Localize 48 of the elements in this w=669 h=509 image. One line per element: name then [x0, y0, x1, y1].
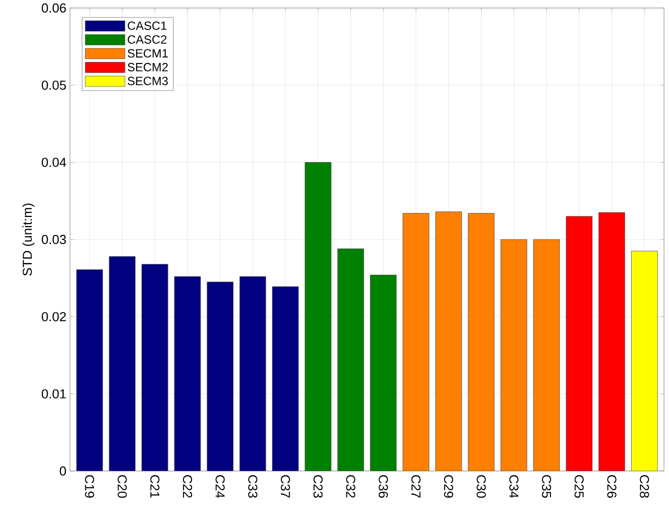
legend-label: CASC2 — [128, 35, 166, 44]
x-tick-label: C32 — [346, 475, 356, 498]
legend-label: SECM2 — [128, 62, 168, 72]
bar — [206, 282, 234, 471]
bar — [468, 213, 494, 471]
y-tick-label: 0.04 — [42, 158, 66, 167]
x-tick-label: C23 — [313, 475, 323, 498]
bar — [142, 264, 168, 471]
y-tick-label: 0.06 — [42, 3, 66, 13]
bar — [272, 286, 299, 471]
y-tick-label: 0.02 — [42, 312, 66, 322]
legend-label: SECM1 — [128, 49, 168, 58]
bar — [304, 162, 332, 471]
y-tick-label: 0.05 — [42, 80, 66, 90]
x-tick-label: C37 — [280, 475, 290, 498]
x-tick-label: C36 — [378, 475, 388, 498]
y-tick-label: 0.01 — [42, 389, 66, 398]
bar — [174, 276, 201, 471]
x-tick-label: C26 — [607, 475, 616, 498]
y-tick-label: 0 — [60, 466, 66, 476]
bar — [598, 212, 626, 471]
x-tick-label: C27 — [411, 475, 421, 498]
bar — [566, 216, 592, 471]
x-tick-label: C21 — [150, 475, 160, 498]
x-tick-label: C24 — [216, 475, 225, 498]
bar — [76, 269, 103, 471]
y-tick-label: 0.03 — [42, 234, 66, 244]
x-tick-label: C19 — [85, 475, 94, 498]
x-tick-label: C30 — [476, 475, 486, 498]
bar — [108, 256, 136, 471]
x-tick-label: C20 — [118, 475, 127, 498]
bar — [337, 248, 364, 471]
x-tick-label: C22 — [182, 475, 192, 498]
bar — [402, 213, 430, 471]
bar — [370, 274, 397, 471]
legend-label: CASC1 — [128, 21, 166, 30]
x-tick-label: C34 — [509, 475, 518, 498]
bar — [533, 239, 560, 471]
x-tick-label: C35 — [542, 475, 552, 498]
bar — [500, 240, 527, 471]
x-tick-label: C33 — [248, 475, 258, 498]
x-tick-label: C29 — [444, 475, 454, 498]
legend-label: SECM3 — [128, 76, 168, 86]
bar — [436, 212, 462, 471]
x-tick-label: C25 — [574, 475, 584, 498]
y-axis-title: STD (unit:m) — [22, 204, 34, 276]
x-tick-label: C28 — [640, 475, 650, 498]
bar — [240, 276, 266, 471]
